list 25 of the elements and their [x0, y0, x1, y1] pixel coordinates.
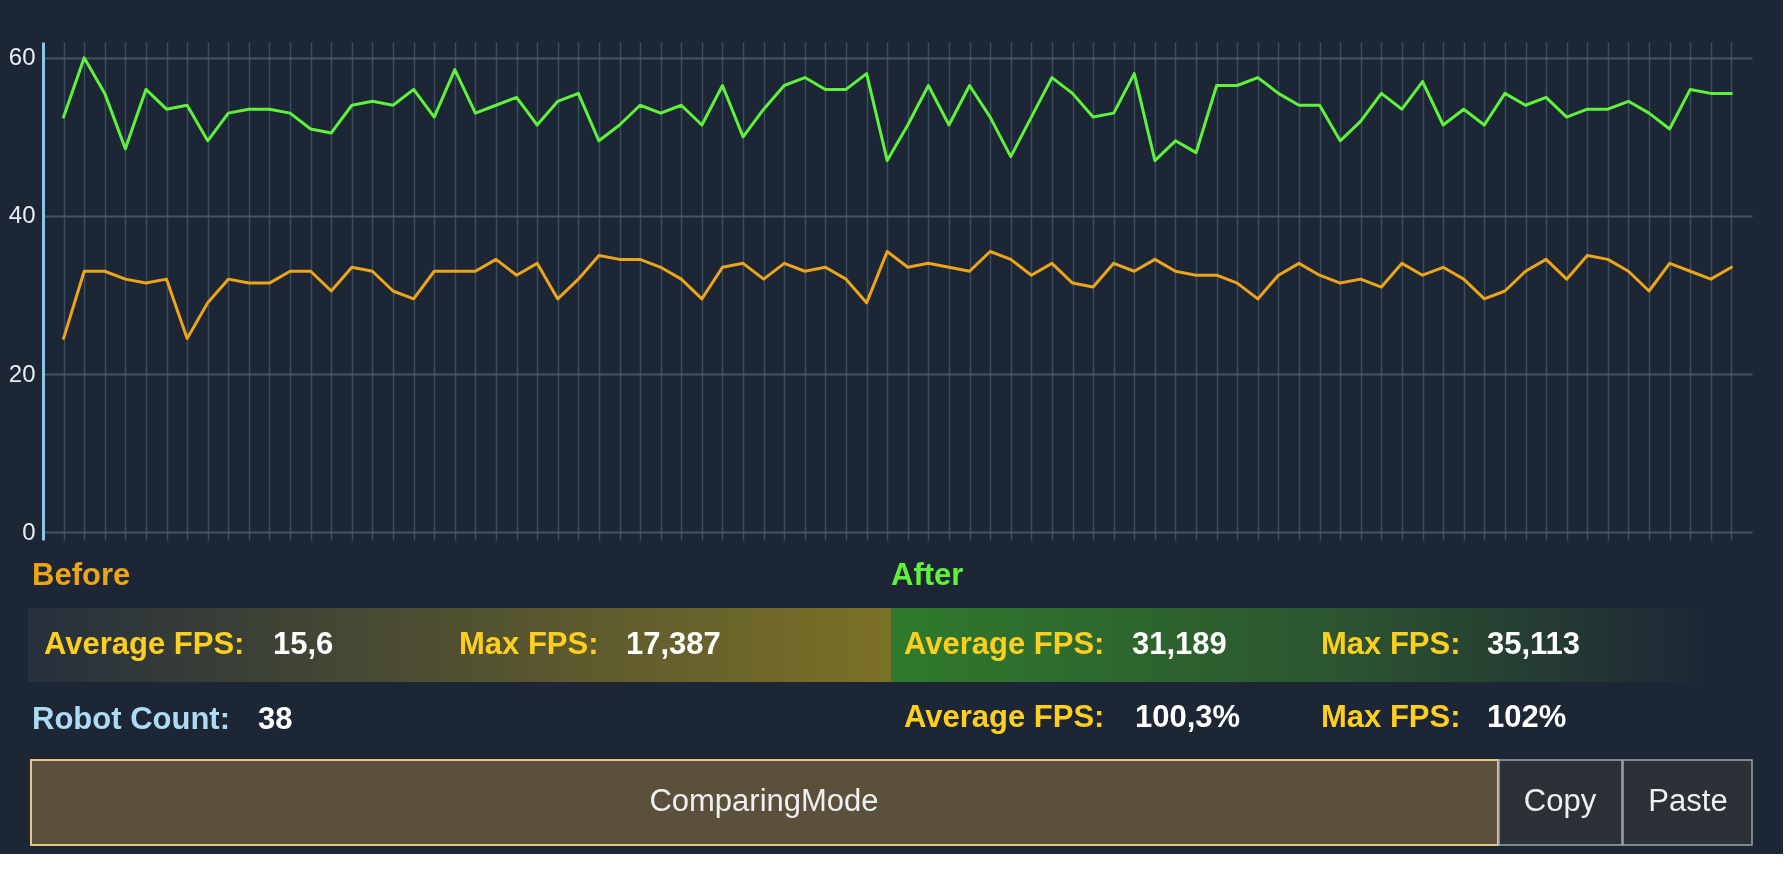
text: 35,113 — [1487, 626, 1581, 661]
text: 15,6 — [273, 626, 334, 661]
text: Before — [32, 557, 131, 592]
text: Max FPS: — [459, 626, 599, 661]
text: Average FPS: — [904, 699, 1105, 734]
y-tick-label: 40 — [8, 201, 36, 229]
text: 100,3% — [1135, 699, 1241, 734]
text: Average FPS: — [44, 626, 245, 661]
text: Copy — [1523, 783, 1597, 818]
text: 17,387 — [626, 626, 721, 661]
y-tick-label: 60 — [8, 43, 36, 71]
text: 38 — [258, 701, 293, 736]
y-tick-label: 0 — [22, 517, 36, 545]
text: Average FPS: — [904, 626, 1105, 661]
text: 102% — [1487, 699, 1567, 734]
text: Max FPS: — [1321, 626, 1461, 661]
y-tick-label: 20 — [8, 359, 36, 387]
text: 31,189 — [1132, 626, 1227, 661]
text: Robot Count: — [32, 701, 230, 736]
line-series — [62, 56, 1733, 163]
text: After — [891, 557, 964, 592]
text: Paste — [1648, 783, 1728, 818]
line-series — [62, 249, 1733, 340]
text: ComparingMode — [649, 783, 879, 818]
text: Max FPS: — [1321, 699, 1461, 734]
